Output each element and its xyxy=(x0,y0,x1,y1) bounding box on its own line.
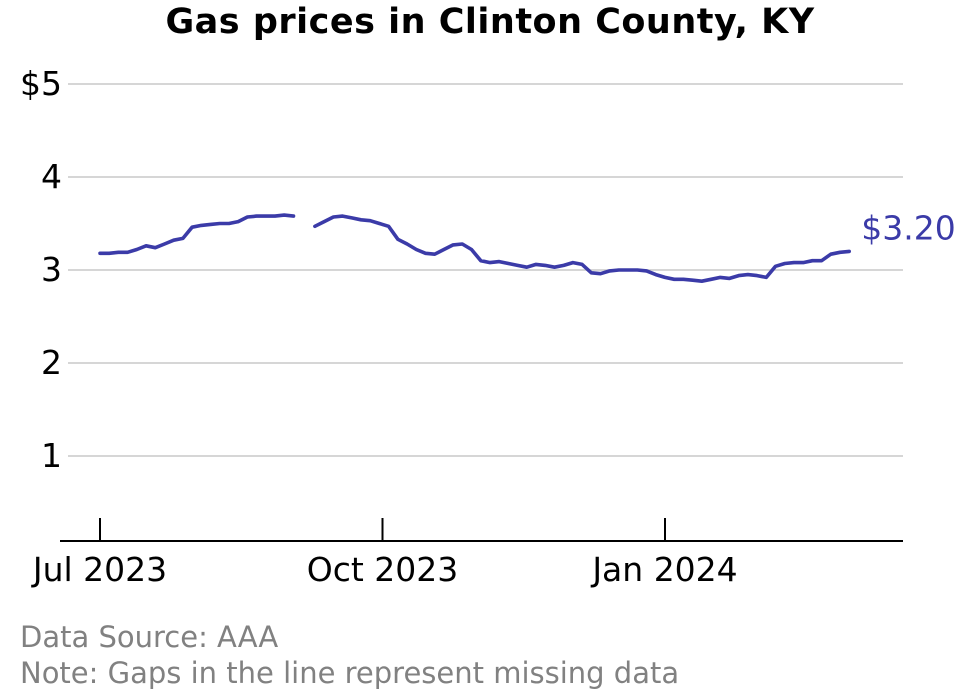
chart-title: Gas prices in Clinton County, KY xyxy=(165,2,815,42)
chart-footer: Data Source: AAA Note: Gaps in the line … xyxy=(20,619,679,691)
x-tick-label: Jan 2024 xyxy=(590,550,737,589)
y-tick-label: 1 xyxy=(41,436,62,475)
y-tick-label: 4 xyxy=(41,157,62,196)
price-line xyxy=(98,213,296,256)
x-tick-label: Oct 2023 xyxy=(307,550,459,589)
latest-price-annotation: $3.20 xyxy=(861,208,955,247)
x-tick-label: Jul 2023 xyxy=(31,550,167,589)
missing-data-note: Note: Gaps in the line represent missing… xyxy=(20,656,680,690)
y-tick-label: $5 xyxy=(20,64,62,103)
y-tick-label: 3 xyxy=(41,250,62,289)
price-line xyxy=(313,214,851,283)
y-tick-label: 2 xyxy=(41,343,62,382)
data-source-note: Data Source: AAA xyxy=(20,620,279,654)
